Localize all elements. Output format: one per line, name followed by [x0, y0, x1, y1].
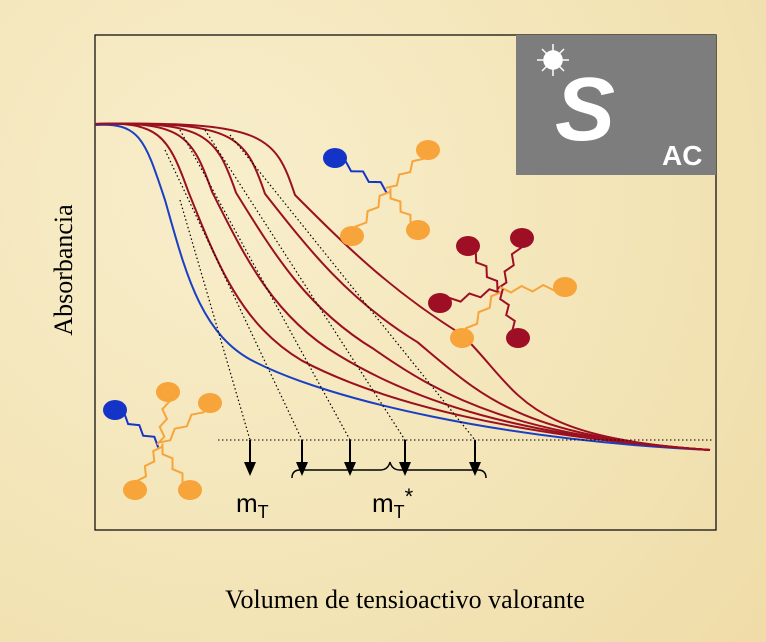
head	[198, 393, 222, 413]
marker-a: mT	[236, 488, 269, 522]
arrow-head	[469, 462, 481, 476]
marker-b-main: m	[372, 488, 394, 518]
marker-a-main: m	[236, 488, 258, 518]
head	[323, 148, 347, 168]
page: S AC mT mT* Absorbancia Volumen de tensi…	[0, 0, 766, 642]
logo-sub: AC	[662, 140, 702, 171]
head	[510, 228, 534, 248]
head	[103, 400, 127, 420]
head	[123, 480, 147, 500]
marker-b: mT*	[372, 484, 414, 522]
arrow-head	[296, 462, 308, 476]
tangent	[180, 130, 350, 440]
y-axis-label: Absorbancia	[49, 204, 78, 336]
molecules	[103, 140, 577, 500]
tangent	[205, 130, 405, 440]
logo-letter: S	[555, 60, 615, 160]
head	[416, 140, 440, 160]
marker-b-sup: *	[405, 484, 414, 509]
brace	[292, 462, 486, 478]
marker-a-sub: T	[258, 502, 269, 522]
tangent	[165, 150, 302, 440]
head	[156, 382, 180, 402]
x-axis-label: Volumen de tensioactivo valorante	[225, 585, 585, 614]
head	[178, 480, 202, 500]
head	[456, 236, 480, 256]
head	[428, 293, 452, 313]
marker-b-sub: T	[394, 502, 405, 522]
diagram: S AC mT mT* Absorbancia Volumen de tensi…	[0, 0, 766, 642]
head	[406, 220, 430, 240]
head	[450, 328, 474, 348]
arrow-head	[344, 462, 356, 476]
head	[340, 226, 364, 246]
arrow-head	[244, 462, 256, 476]
head	[553, 277, 577, 297]
head	[506, 328, 530, 348]
arrow-head	[399, 462, 411, 476]
